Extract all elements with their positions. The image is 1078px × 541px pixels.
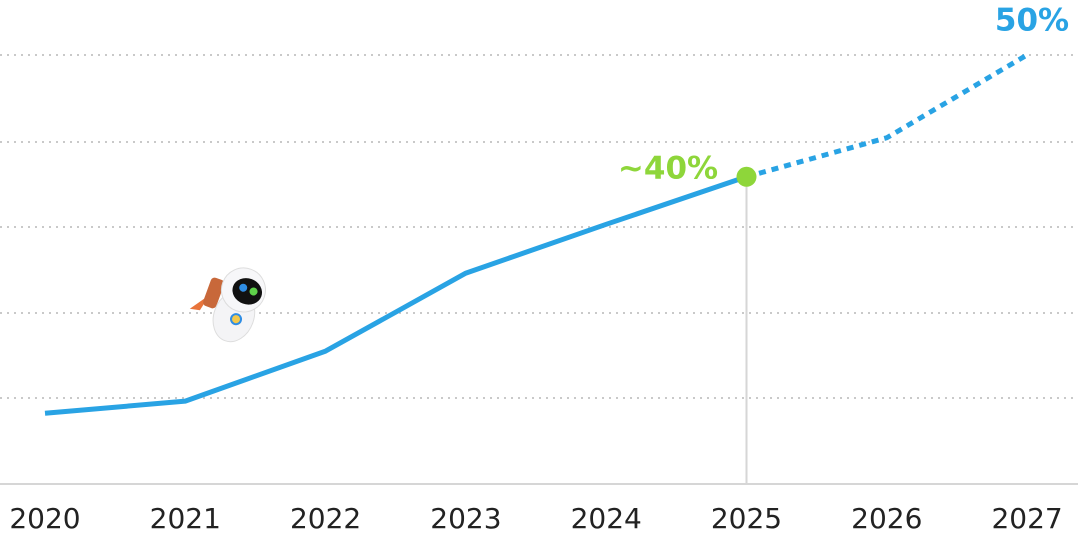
x-tick-label: 2020: [9, 502, 80, 535]
x-tick-label: 2021: [150, 502, 221, 535]
x-tick-label: 2023: [430, 502, 501, 535]
robot-icon: [189, 267, 266, 343]
line: [745, 52, 1029, 180]
annotation: 50%: [995, 3, 1069, 39]
line: [44, 174, 748, 416]
annotation: ~40%: [618, 151, 718, 187]
x-tick-label: 2027: [991, 502, 1062, 535]
x-tick-label: 2025: [711, 502, 782, 535]
x-tick-label: 2022: [290, 502, 361, 535]
highlight-point: [736, 166, 757, 187]
x-tick-label: 2024: [571, 502, 642, 535]
grid: [0, 54, 1078, 399]
x-tick-label: 2026: [851, 502, 922, 535]
